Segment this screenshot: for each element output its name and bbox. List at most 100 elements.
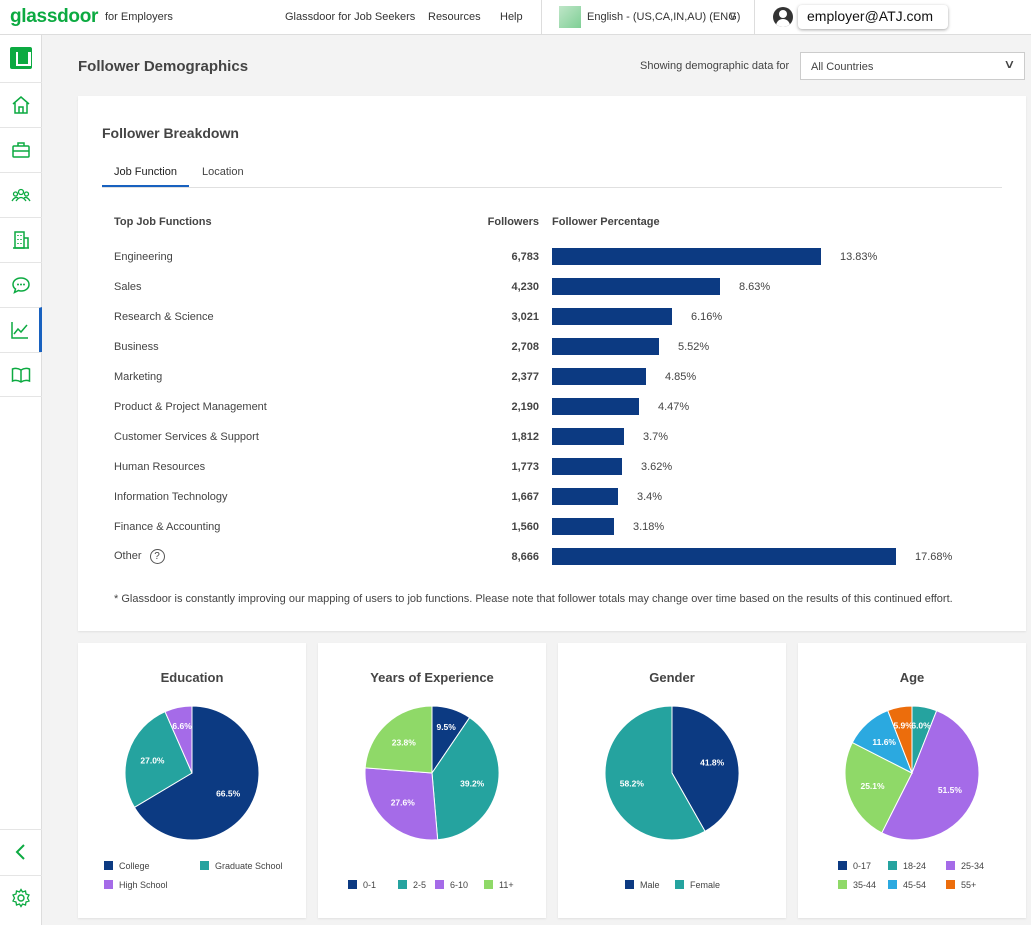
- legend-item[interactable]: High School: [104, 880, 168, 890]
- pie-slice-male[interactable]: [671, 705, 740, 832]
- footnote: * Glassdoor is constantly improving our …: [114, 593, 953, 605]
- legend-swatch: [946, 880, 955, 889]
- chevron-down-icon[interactable]: ∨: [728, 8, 738, 23]
- pie-data-label: 5.9%: [893, 721, 913, 731]
- job-function-name: Information Technology: [114, 491, 228, 503]
- building-icon: [13, 231, 29, 249]
- legend-item[interactable]: 2-5: [398, 880, 426, 890]
- pie-data-label: 6.0%: [911, 721, 931, 731]
- pie-slice-11-[interactable]: [364, 705, 433, 774]
- percentage-bar: [552, 338, 659, 355]
- collapse-sidebar-button[interactable]: [0, 829, 42, 874]
- chevron-left-icon: [15, 844, 25, 860]
- tab-location[interactable]: Location: [202, 166, 244, 178]
- percentage-label: 3.18%: [633, 521, 665, 533]
- sidebar-item-analytics[interactable]: [0, 307, 42, 352]
- percentage-label: 17.68%: [915, 551, 953, 563]
- follower-count: 2,708: [511, 341, 539, 353]
- follower-count: 3,021: [511, 311, 539, 323]
- job-function-name: Engineering: [114, 251, 173, 263]
- avatar[interactable]: [773, 7, 793, 27]
- country-select[interactable]: All Countries ∨: [800, 52, 1025, 80]
- sidebar-item-reviews[interactable]: [0, 262, 42, 307]
- nav-resources[interactable]: Resources: [428, 11, 481, 23]
- people-icon: [11, 188, 31, 202]
- age-pie-chart: 6.0% 51.5% 25.1% 11.6% 5.9%: [844, 705, 980, 841]
- legend-swatch: [398, 880, 407, 889]
- pie-slice-2-5[interactable]: [431, 716, 500, 841]
- sidebar-item-home[interactable]: [0, 82, 42, 127]
- nav-help[interactable]: Help: [500, 11, 523, 23]
- pie-data-label: 27.0%: [140, 755, 165, 765]
- follower-count: 1,773: [511, 461, 539, 473]
- job-function-name: Marketing: [114, 371, 163, 383]
- job-function-label: Sales: [114, 281, 142, 293]
- page-title: Follower Demographics: [78, 58, 249, 75]
- sidebar-item-candidates[interactable]: [0, 172, 42, 217]
- percentage-bar: [552, 308, 672, 325]
- legend-item[interactable]: 0-17: [838, 861, 871, 871]
- legend-item[interactable]: 18-24: [888, 861, 926, 871]
- sidebar-item-jobs[interactable]: [0, 127, 42, 172]
- legend-label: 6-10: [450, 880, 469, 890]
- gear-icon: [12, 888, 30, 908]
- legend-item[interactable]: Male: [625, 880, 660, 890]
- percentage-bar: [552, 548, 896, 565]
- chat-icon: [12, 277, 30, 294]
- legend-swatch: [104, 861, 113, 870]
- percentage-label: 4.47%: [658, 401, 690, 413]
- job-function-name: Sales: [114, 281, 142, 293]
- settings-button[interactable]: [0, 875, 42, 920]
- pie-slice-6-10[interactable]: [364, 767, 439, 841]
- language-flag-icon: [559, 6, 581, 28]
- breakdown-title: Follower Breakdown: [102, 125, 239, 141]
- pie-slice-high-school[interactable]: [164, 705, 193, 774]
- language-selector[interactable]: English - (US,CA,IN,AU) (ENG): [587, 11, 741, 23]
- glassdoor-door-logo[interactable]: [10, 47, 32, 69]
- job-function-row: Other? 8,666 17.68%: [78, 547, 1026, 567]
- legend-item[interactable]: Graduate School: [200, 861, 283, 871]
- divider: [754, 0, 755, 35]
- pie-slice-35-44[interactable]: [844, 741, 913, 834]
- pie-slice-55-[interactable]: [887, 705, 913, 774]
- user-email[interactable]: employer@ATJ.com: [798, 5, 948, 29]
- percentage-label: 13.83%: [840, 251, 878, 263]
- home-icon: [12, 96, 30, 114]
- job-function-label: Finance & Accounting: [114, 521, 220, 533]
- sidebar-item-resources[interactable]: [0, 352, 42, 397]
- pie-slice-25-34[interactable]: [881, 710, 980, 841]
- percentage-label: 8.63%: [739, 281, 771, 293]
- percentage-bar: [552, 458, 622, 475]
- sidebar-item-company[interactable]: [0, 217, 42, 262]
- pie-slice-female[interactable]: [604, 705, 706, 841]
- legend-swatch: [200, 861, 209, 870]
- legend-item[interactable]: 45-54: [888, 880, 926, 890]
- legend-label: Female: [690, 880, 721, 890]
- glassdoor-logo[interactable]: glassdoor: [10, 6, 99, 27]
- pie-data-label: 66.5%: [216, 789, 241, 799]
- pie-data-label: 23.8%: [392, 738, 417, 748]
- pie-slice-college[interactable]: [133, 705, 260, 841]
- legend-item[interactable]: 55+: [946, 880, 976, 890]
- legend-item[interactable]: 0-1: [348, 880, 376, 890]
- job-function-name: Human Resources: [114, 461, 206, 473]
- age-card: Age 6.0% 51.5% 25.1% 11.6% 5.9% 0-17 18-24 25-…: [798, 643, 1026, 918]
- analytics-icon: [10, 322, 28, 339]
- legend-item[interactable]: Female: [675, 880, 720, 890]
- legend-item[interactable]: 11+: [484, 880, 514, 890]
- job-function-label: Marketing: [114, 371, 162, 383]
- legend-item[interactable]: 6-10: [435, 880, 468, 890]
- follower-count: 2,377: [511, 371, 539, 383]
- pie-data-label: 41.8%: [700, 757, 725, 767]
- legend-label: College: [119, 861, 150, 871]
- gender-card: Gender 41.8% 58.2% Male Female: [558, 643, 786, 918]
- legend-swatch: [625, 880, 634, 889]
- filter-label: Showing demographic data for: [640, 60, 790, 72]
- nav-job-seekers[interactable]: Glassdoor for Job Seekers: [285, 11, 416, 23]
- tab-job-function[interactable]: Job Function: [102, 166, 189, 187]
- legend-item[interactable]: 25-34: [946, 861, 984, 871]
- legend-item[interactable]: College: [104, 861, 150, 871]
- legend-item[interactable]: 35-44: [838, 880, 876, 890]
- help-icon[interactable]: ?: [149, 549, 165, 564]
- follower-count: 1,812: [511, 431, 539, 443]
